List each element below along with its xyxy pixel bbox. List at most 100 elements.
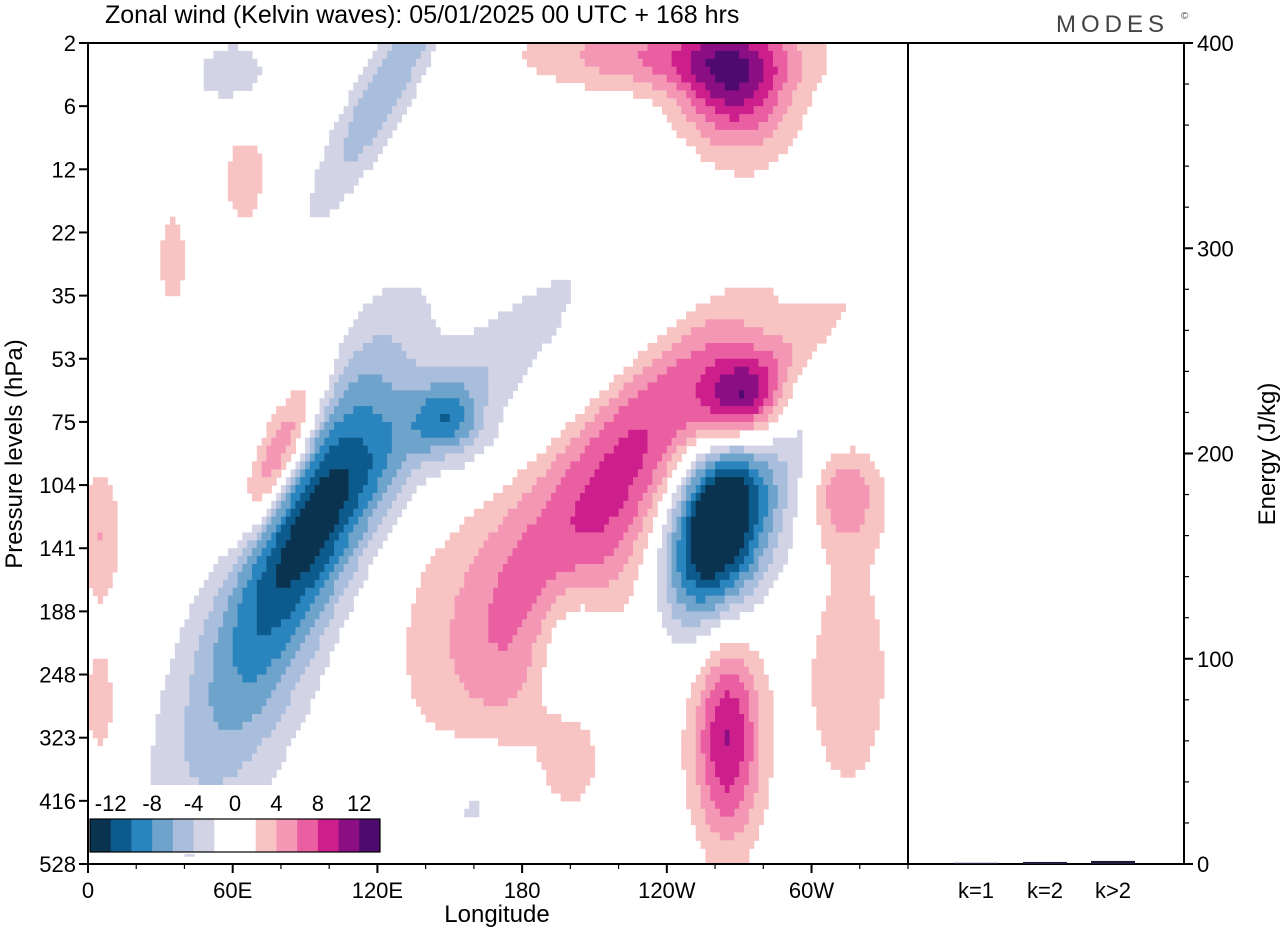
heatmap-cell: [362, 90, 403, 99]
heatmap-cell: [295, 469, 301, 478]
heatmap-cell: [744, 595, 764, 605]
heatmap-cell: [276, 540, 287, 549]
heatmap-cell: [753, 674, 769, 684]
heatmap-cell: [695, 721, 707, 731]
heatmap-cell: [618, 508, 639, 518]
heatmap-cell: [406, 635, 451, 644]
heatmap-cell: [242, 564, 253, 573]
heatmap-cell: [473, 421, 485, 431]
y-tick-label: 248: [39, 663, 76, 688]
heatmap-cell: [830, 477, 866, 486]
heatmap-cell: [710, 745, 745, 755]
heatmap-cell: [768, 508, 774, 518]
heatmap-cell: [686, 721, 697, 731]
heatmap-cell: [739, 800, 755, 810]
heatmap-cell: [758, 406, 764, 415]
heatmap-cell: [213, 603, 229, 612]
heatmap-cell: [748, 540, 760, 549]
heatmap-cell: [387, 114, 403, 123]
heatmap-cell: [237, 603, 258, 612]
heatmap-cell: [280, 619, 301, 628]
heatmap-cell: [362, 437, 393, 447]
heatmap-cell: [150, 753, 186, 762]
heatmap-cell: [531, 650, 547, 660]
heatmap-cell: [787, 66, 803, 76]
heatmap-cell: [227, 548, 243, 557]
heatmap-cell: [700, 129, 774, 139]
heatmap-cell: [666, 556, 673, 565]
heatmap-cell: [686, 587, 726, 597]
heatmap-cell: [676, 429, 697, 439]
heatmap-cell: [657, 485, 668, 494]
heatmap-cell: [686, 532, 692, 541]
heatmap-cell: [821, 524, 837, 534]
heatmap-cell: [526, 666, 543, 676]
heatmap-cell: [719, 453, 755, 462]
heatmap-cell: [647, 43, 682, 52]
heatmap-cell: [420, 406, 465, 415]
heatmap-cell: [372, 532, 388, 541]
heatmap-cell: [290, 658, 311, 668]
heatmap-cell: [189, 698, 210, 707]
heatmap-cell: [536, 453, 557, 462]
heatmap-cell: [686, 777, 697, 786]
heatmap-cell: [801, 58, 827, 68]
heatmap-cell: [464, 571, 499, 581]
heatmap-cell: [208, 698, 268, 707]
heatmap-cell: [686, 311, 842, 320]
heatmap-cell: [768, 532, 779, 541]
heatmap-cell: [724, 287, 774, 297]
heatmap-cell: [473, 414, 485, 423]
heatmap-cell: [652, 358, 678, 368]
heatmap-cell: [830, 453, 871, 462]
heatmap-cell: [729, 737, 745, 747]
heatmap-cell: [88, 674, 108, 684]
heatmap-cell: [213, 564, 234, 573]
heatmap-cell: [710, 445, 731, 455]
heatmap-cell: [184, 753, 253, 762]
heatmap-cell: [719, 642, 750, 652]
heatmap-cell: [334, 390, 345, 399]
heatmap-cell: [690, 477, 702, 486]
heatmap-cell: [599, 66, 653, 76]
heatmap-cell: [406, 82, 417, 91]
heatmap-cell: [362, 66, 379, 76]
heatmap-cell: [300, 477, 311, 486]
heatmap-cell: [686, 90, 697, 99]
heatmap-cell: [758, 690, 774, 699]
heatmap-cell: [271, 658, 292, 668]
heatmap-cell: [314, 579, 325, 589]
heatmap-cell: [686, 492, 692, 502]
heatmap-cell: [604, 524, 629, 534]
heatmap-cell: [358, 564, 369, 573]
heatmap-cell: [719, 658, 745, 668]
y-tick-label: 75: [52, 410, 76, 435]
colorbar: -12 -8 -4 0 4 8 12: [88, 785, 382, 854]
heatmap-cell: [657, 374, 702, 384]
heatmap-cell: [739, 114, 769, 123]
heatmap-cell: [666, 90, 687, 99]
heatmap-cell: [160, 698, 190, 707]
heatmap-cell: [772, 82, 784, 91]
heatmap-cell: [377, 66, 412, 76]
heatmap-cell: [546, 611, 567, 620]
heatmap-cell: [247, 477, 277, 486]
heatmap-cell: [526, 674, 543, 684]
heatmap-cell: [724, 564, 740, 573]
heatmap-cell: [165, 279, 181, 289]
heatmap-cell: [338, 350, 354, 360]
heatmap-cell: [522, 50, 581, 60]
colorbar-swatch: [110, 819, 132, 852]
heatmap-cell: [705, 808, 721, 818]
heatmap-cell: [772, 58, 789, 68]
heatmap-cell: [406, 477, 427, 486]
heatmap-cell: [372, 453, 388, 462]
heatmap-cell: [522, 532, 625, 541]
heatmap-cell: [377, 477, 393, 486]
heatmap-cell: [493, 492, 523, 502]
heatmap-cell: [232, 658, 272, 668]
heatmap-cell: [719, 674, 740, 684]
heatmap-cell: [382, 58, 417, 68]
heatmap-cell: [864, 508, 885, 518]
heatmap-cell: [700, 477, 707, 486]
